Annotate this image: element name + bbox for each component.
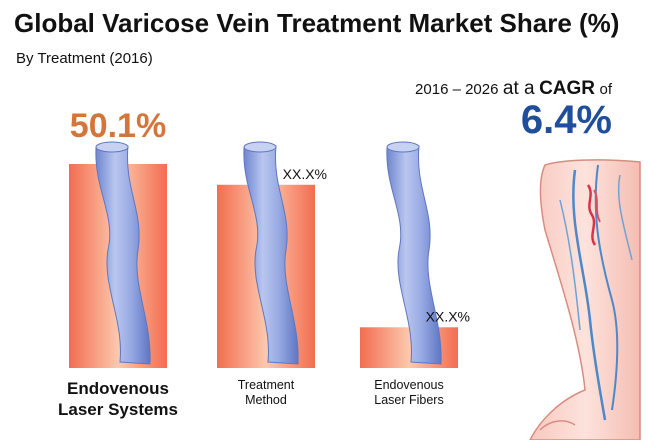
value-label-1: 50.1% xyxy=(70,107,166,145)
category-label-2-line-1: Treatment xyxy=(238,378,295,392)
category-label-3-line-1: Endovenous xyxy=(374,378,444,392)
cagr-of: of xyxy=(599,81,612,98)
vein-opening-2 xyxy=(243,141,277,153)
cagr-period: 2016 – 2026 xyxy=(415,81,499,98)
category-label-2-line-2: Method xyxy=(245,393,287,407)
cagr-at-a: at a xyxy=(502,78,535,99)
category-label-1-line-1: Endovenous xyxy=(67,379,169,398)
category-label-3-line-2: Laser Fibers xyxy=(374,393,443,407)
value-label-3: XX.X% xyxy=(426,308,470,324)
cagr-caption: 2016 – 2026 at a CAGR of xyxy=(415,78,612,100)
cagr-value: 6.4% xyxy=(520,98,612,142)
leg-illustration xyxy=(529,159,641,440)
cagr-label: CAGR xyxy=(539,78,596,99)
vein-opening-3 xyxy=(386,141,420,153)
value-label-2: XX.X% xyxy=(283,166,327,182)
vein-opening-1 xyxy=(95,141,129,153)
vein-2 xyxy=(243,145,299,365)
bar-3 xyxy=(360,327,458,368)
chart-subtitle: By Treatment (2016) xyxy=(16,50,153,67)
chart-title: Global Varicose Vein Treatment Market Sh… xyxy=(14,8,620,38)
vein-1 xyxy=(95,145,151,365)
category-label-1-line-2: Laser Systems xyxy=(58,400,178,419)
vein-3 xyxy=(386,145,442,365)
